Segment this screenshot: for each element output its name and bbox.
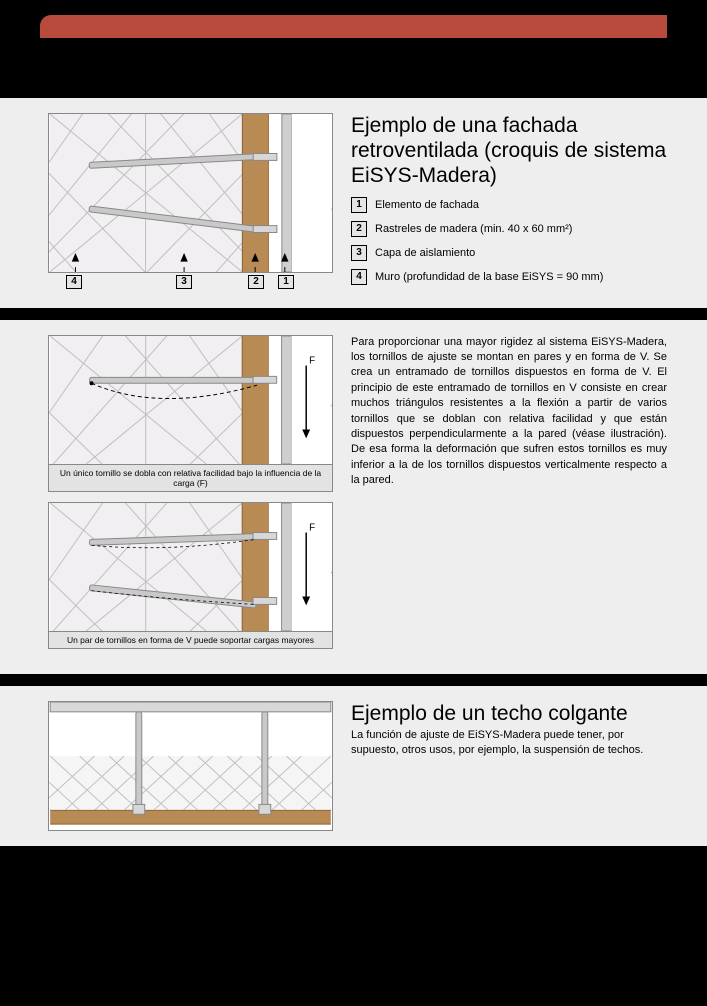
diagram-facade — [48, 113, 333, 273]
legend-label: Rastreles de madera (min. 40 x 60 mm²) — [375, 223, 572, 235]
section3-title: Ejemplo de un techo colgante — [351, 701, 667, 726]
legend-item-2: 2 Rastreles de madera (min. 40 x 60 mm²) — [351, 221, 667, 237]
section3-body: La función de ajuste de EiSYS-Madera pue… — [351, 728, 667, 758]
section1-title: Ejemplo de una fachada retroventilada (c… — [351, 113, 667, 189]
diagram-single-screw: F — [48, 335, 333, 465]
callout-4: 4 — [66, 275, 82, 289]
header-accent-bar — [40, 15, 667, 38]
section-facade: 4 3 2 1 Ejemplo de una fachada retrovent… — [0, 98, 707, 308]
diagram-pair-screws: F — [48, 502, 333, 632]
legend-item-1: 1 Elemento de fachada — [351, 197, 667, 213]
legend-label: Elemento de fachada — [375, 199, 479, 211]
legend-label: Muro (profundidad de la base EiSYS = 90 … — [375, 271, 603, 283]
section2-body: Para proporcionar una mayor rigidez al s… — [351, 335, 667, 489]
caption-pair-screws: Un par de tornillos en forma de V puede … — [48, 632, 333, 649]
legend-num: 1 — [351, 197, 367, 213]
legend-item-3: 3 Capa de aislamiento — [351, 245, 667, 261]
legend-num: 4 — [351, 269, 367, 285]
legend-num: 2 — [351, 221, 367, 237]
callout-3: 3 — [176, 275, 192, 289]
force-label: F — [309, 355, 315, 366]
section-ceiling: Ejemplo de un techo colgante La función … — [0, 686, 707, 846]
callout-1: 1 — [278, 275, 294, 289]
section-vscrews: F Un único tornillo se dobla con relativ… — [0, 320, 707, 674]
diagram-ceiling — [48, 701, 333, 831]
legend-num: 3 — [351, 245, 367, 261]
legend-item-4: 4 Muro (profundidad de la base EiSYS = 9… — [351, 269, 667, 285]
caption-single-screw: Un único tornillo se dobla con relativa … — [48, 465, 333, 492]
legend-label: Capa de aislamiento — [375, 247, 475, 259]
svg-text:F: F — [309, 522, 315, 533]
callout-2: 2 — [248, 275, 264, 289]
diagram-callouts: 4 3 2 1 — [48, 271, 333, 289]
